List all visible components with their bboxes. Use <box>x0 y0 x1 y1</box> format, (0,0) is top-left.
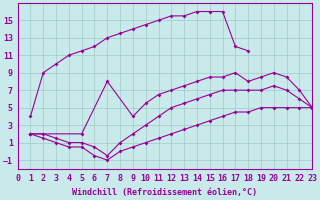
X-axis label: Windchill (Refroidissement éolien,°C): Windchill (Refroidissement éolien,°C) <box>72 188 257 197</box>
